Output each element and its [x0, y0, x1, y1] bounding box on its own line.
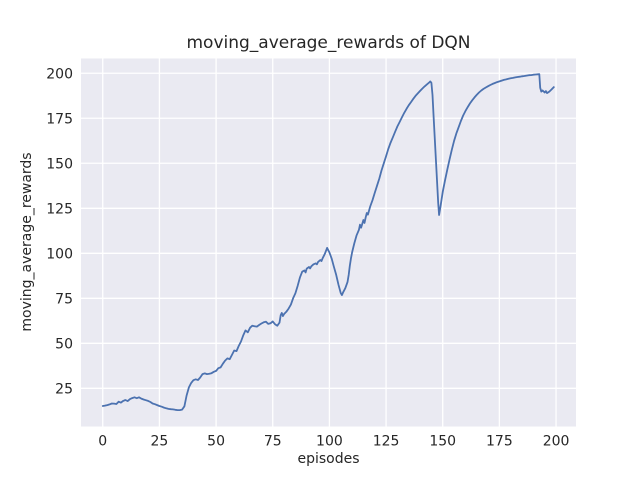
x-tick-label: 50 [207, 434, 225, 450]
x-tick-label: 75 [264, 434, 282, 450]
y-tick-label: 75 [55, 291, 73, 307]
y-tick-label: 25 [55, 381, 73, 397]
y-tick-label: 200 [46, 66, 73, 82]
series-line-dqn [101, 73, 555, 412]
x-tick-label: 150 [429, 434, 456, 450]
x-tick-label: 200 [543, 434, 570, 450]
y-tick-label: 150 [46, 156, 73, 172]
x-axis-label: episodes [297, 451, 360, 467]
chart-title: moving_average_rewards of DQN [186, 33, 471, 53]
y-tick-label: 50 [55, 336, 73, 352]
x-tick-label: 0 [98, 434, 107, 450]
y-tick-label: 175 [46, 111, 73, 127]
x-tick-label: 125 [373, 434, 400, 450]
y-tick-label: 125 [46, 201, 73, 217]
y-tick-label: 100 [46, 246, 73, 262]
x-tick-label: 175 [486, 434, 513, 450]
x-tick-label: 100 [316, 434, 343, 450]
plot-area [81, 58, 576, 427]
grid-lines [81, 58, 576, 427]
x-tick-label: 25 [151, 434, 169, 450]
